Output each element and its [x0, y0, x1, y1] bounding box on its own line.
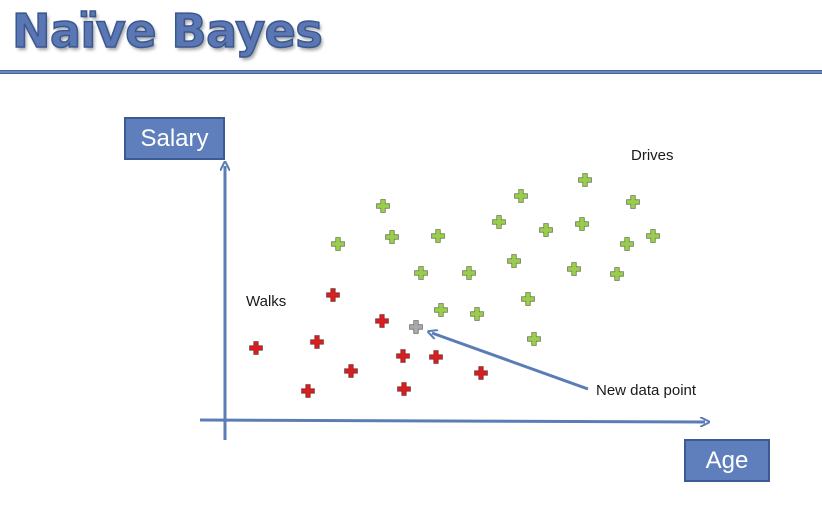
- x-axis: [199, 420, 705, 422]
- walks-region-label: Walks: [246, 293, 287, 310]
- drives-point: [539, 223, 553, 237]
- walks-point: [396, 349, 410, 363]
- drives-point: [575, 217, 589, 231]
- drives-region-label: Drives: [631, 147, 674, 164]
- slide-title: Naïve Bayes: [11, 3, 323, 59]
- walks-point: [397, 382, 411, 396]
- drives-point: [414, 266, 428, 280]
- walks-point: [474, 366, 488, 380]
- title-divider: [0, 70, 822, 74]
- walks-point: [375, 314, 389, 328]
- x-axis-label: Age: [684, 439, 770, 482]
- drives-point: [521, 292, 535, 306]
- walks-point: [301, 384, 315, 398]
- drives-point: [514, 189, 528, 203]
- new-data-point-point: [409, 320, 423, 334]
- drives-point: [431, 229, 445, 243]
- drives-point: [507, 254, 521, 268]
- drives-point: [567, 262, 581, 276]
- drives-point: [462, 266, 476, 280]
- walks-point: [344, 364, 358, 378]
- drives-point: [578, 173, 592, 187]
- drives-point: [376, 199, 390, 213]
- drives-point: [620, 237, 634, 251]
- walks-point: [326, 288, 340, 302]
- drives-point: [527, 332, 541, 346]
- drives-point: [492, 215, 506, 229]
- walks-point: [429, 350, 443, 364]
- walks-point: [310, 335, 324, 349]
- walks-point: [249, 341, 263, 355]
- new-data-point-arrow: [432, 333, 589, 391]
- drives-point: [385, 230, 399, 244]
- drives-point: [646, 229, 660, 243]
- new-data-point-label: New data point: [596, 382, 697, 399]
- drives-point: [434, 303, 448, 317]
- drives-point: [626, 195, 640, 209]
- y-axis-label: Salary: [124, 117, 225, 160]
- drives-point: [610, 267, 624, 281]
- drives-point: [470, 307, 484, 321]
- drives-point: [331, 237, 345, 251]
